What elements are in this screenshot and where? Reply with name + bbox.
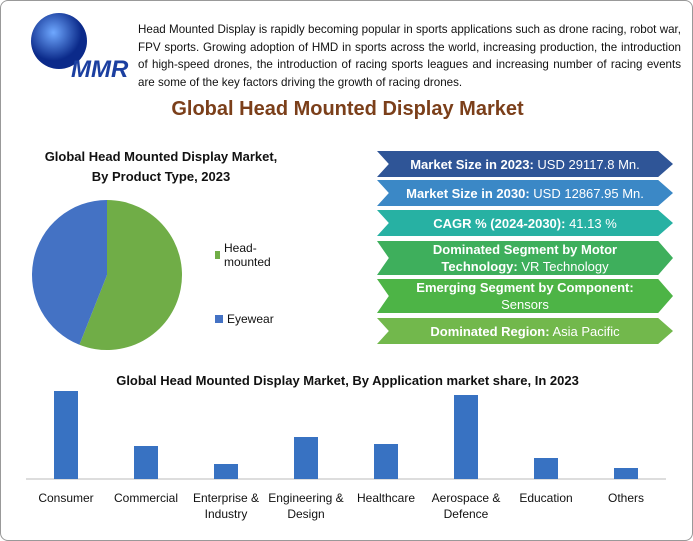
info-label: CAGR % (2024-2030): xyxy=(433,215,566,231)
info-text: Market Size in 2023: USD 29117.8 Mn. xyxy=(405,156,645,173)
info-value: VR Technology xyxy=(521,259,609,274)
bar-chart xyxy=(26,391,666,480)
info-label: Dominated Region: xyxy=(430,323,550,339)
bar xyxy=(534,458,558,479)
x-tick-label: Consumer xyxy=(38,491,94,505)
pie-chart xyxy=(31,200,182,350)
legend-swatch xyxy=(215,315,223,323)
legend-label: Head-mounted xyxy=(224,241,271,269)
pie-title: Global Head Mounted Display Market, By P… xyxy=(44,149,278,184)
logo: MMR xyxy=(31,13,129,83)
x-tick-label: Education xyxy=(519,491,573,505)
x-tick-label: Healthcare xyxy=(356,491,416,505)
bar xyxy=(214,464,238,479)
x-tick-label: Others xyxy=(607,491,644,505)
legend-item: Head-mounted xyxy=(215,241,274,269)
info-label: Emerging Segment by Component: xyxy=(416,280,634,295)
info-text: Dominated Region: Asia Pacific xyxy=(405,323,645,340)
info-text: Market Size in 2030: USD 12867.95 Mn. xyxy=(405,185,645,202)
info-box: Dominated Region: Asia Pacific xyxy=(377,318,673,344)
bar xyxy=(294,437,318,479)
info-box: Dominated Segment by Motor Technology: V… xyxy=(377,241,673,275)
bar xyxy=(374,444,398,479)
legend-item: Eyewear xyxy=(215,312,274,326)
logo-text: MMR xyxy=(71,56,129,83)
logo-globe xyxy=(31,13,87,69)
bar xyxy=(454,395,478,479)
bar xyxy=(134,446,158,479)
info-value: Sensors xyxy=(501,297,549,312)
info-box: Market Size in 2023: USD 29117.8 Mn. xyxy=(377,151,673,177)
legend-swatch xyxy=(215,251,220,259)
info-label: Dominated Segment by Motor Technology: xyxy=(432,242,618,274)
info-value: Asia Pacific xyxy=(552,323,620,339)
x-tick-label: Aerospace & Defence xyxy=(431,491,501,521)
info-text: Emerging Segment by Component: Sensors xyxy=(405,279,645,313)
info-box: CAGR % (2024-2030): 41.13 % xyxy=(377,210,673,236)
bar xyxy=(614,468,638,479)
info-label: Market Size in 2030: xyxy=(406,185,530,201)
info-value: USD 12867.95 Mn. xyxy=(533,185,644,201)
info-text: Dominated Segment by Motor Technology: V… xyxy=(405,241,645,275)
info-text: CAGR % (2024-2030): 41.13 % xyxy=(405,215,645,232)
page-title: Global Head Mounted Display Market xyxy=(171,98,524,120)
info-box: Market Size in 2030: USD 12867.95 Mn. xyxy=(377,180,673,206)
pie-slice xyxy=(79,200,182,350)
info-value: USD 29117.8 Mn. xyxy=(537,156,640,172)
legend-label: Eyewear xyxy=(227,312,274,326)
info-value: 41.13 % xyxy=(569,215,617,231)
bar-title: Global Head Mounted Display Market, By A… xyxy=(116,373,579,388)
x-tick-label: Engineering & Design xyxy=(268,491,344,521)
info-label: Market Size in 2023: xyxy=(410,156,534,172)
description: Head Mounted Display is rapidly becoming… xyxy=(138,23,681,89)
pie-slice xyxy=(31,200,108,345)
x-tick-label: Commercial xyxy=(113,491,178,505)
x-tick-label: Enterprise & Industry xyxy=(192,491,260,521)
bar xyxy=(54,391,78,479)
info-box: Emerging Segment by Component: Sensors xyxy=(377,279,673,313)
